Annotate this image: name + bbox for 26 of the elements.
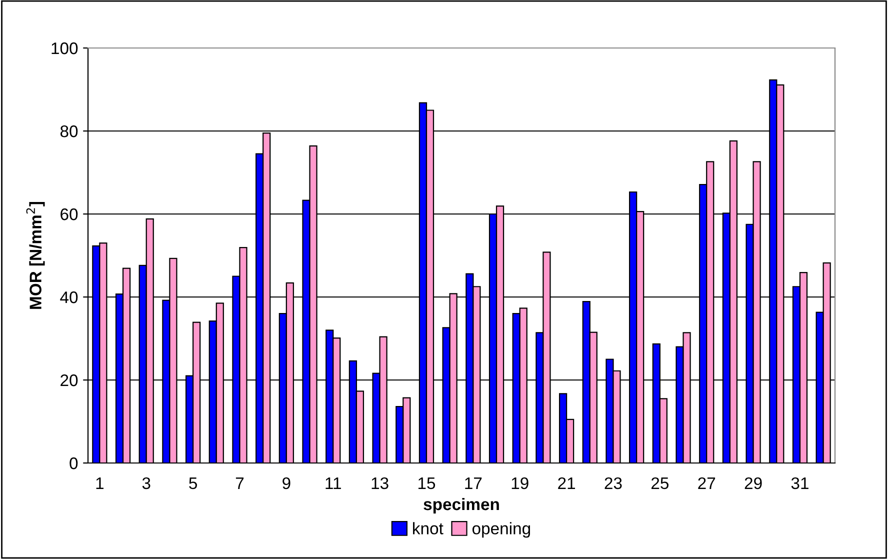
- x-tick-label: 19: [512, 477, 528, 490]
- x-tick-label: 9: [282, 477, 290, 490]
- x-axis-title: specimen: [424, 498, 499, 514]
- x-tick-label: 3: [142, 477, 150, 490]
- y-tick-label: 60: [60, 208, 78, 220]
- legend-label: opening: [472, 522, 530, 538]
- x-tick-label: 13: [372, 477, 388, 490]
- x-tick-label: 15: [418, 478, 436, 490]
- y-axis-title: MOR [N/mm$^{2}$]: [26, 202, 45, 309]
- x-tick-label: 11: [326, 478, 341, 489]
- x-tick-label: 7: [236, 478, 244, 489]
- x-tick-label: 17: [465, 478, 482, 489]
- x-tick-label: 27: [698, 477, 716, 489]
- y-tick-label: 0: [70, 457, 78, 470]
- x-tick-label: 25: [651, 477, 668, 490]
- x-tick-label: 29: [744, 477, 762, 490]
- y-tick-label: 80: [60, 125, 78, 138]
- y-tick-label: 20: [60, 374, 78, 386]
- legend-label: knot: [413, 522, 444, 534]
- x-tick-label: 21: [558, 477, 576, 489]
- x-tick-label: 1: [96, 478, 104, 489]
- x-tick-label: 5: [189, 478, 197, 490]
- y-tick-label: 40: [60, 291, 78, 304]
- x-tick-label: 23: [604, 477, 622, 490]
- y-tick-label: 100: [52, 42, 78, 54]
- x-tick-label: 31: [791, 477, 808, 490]
